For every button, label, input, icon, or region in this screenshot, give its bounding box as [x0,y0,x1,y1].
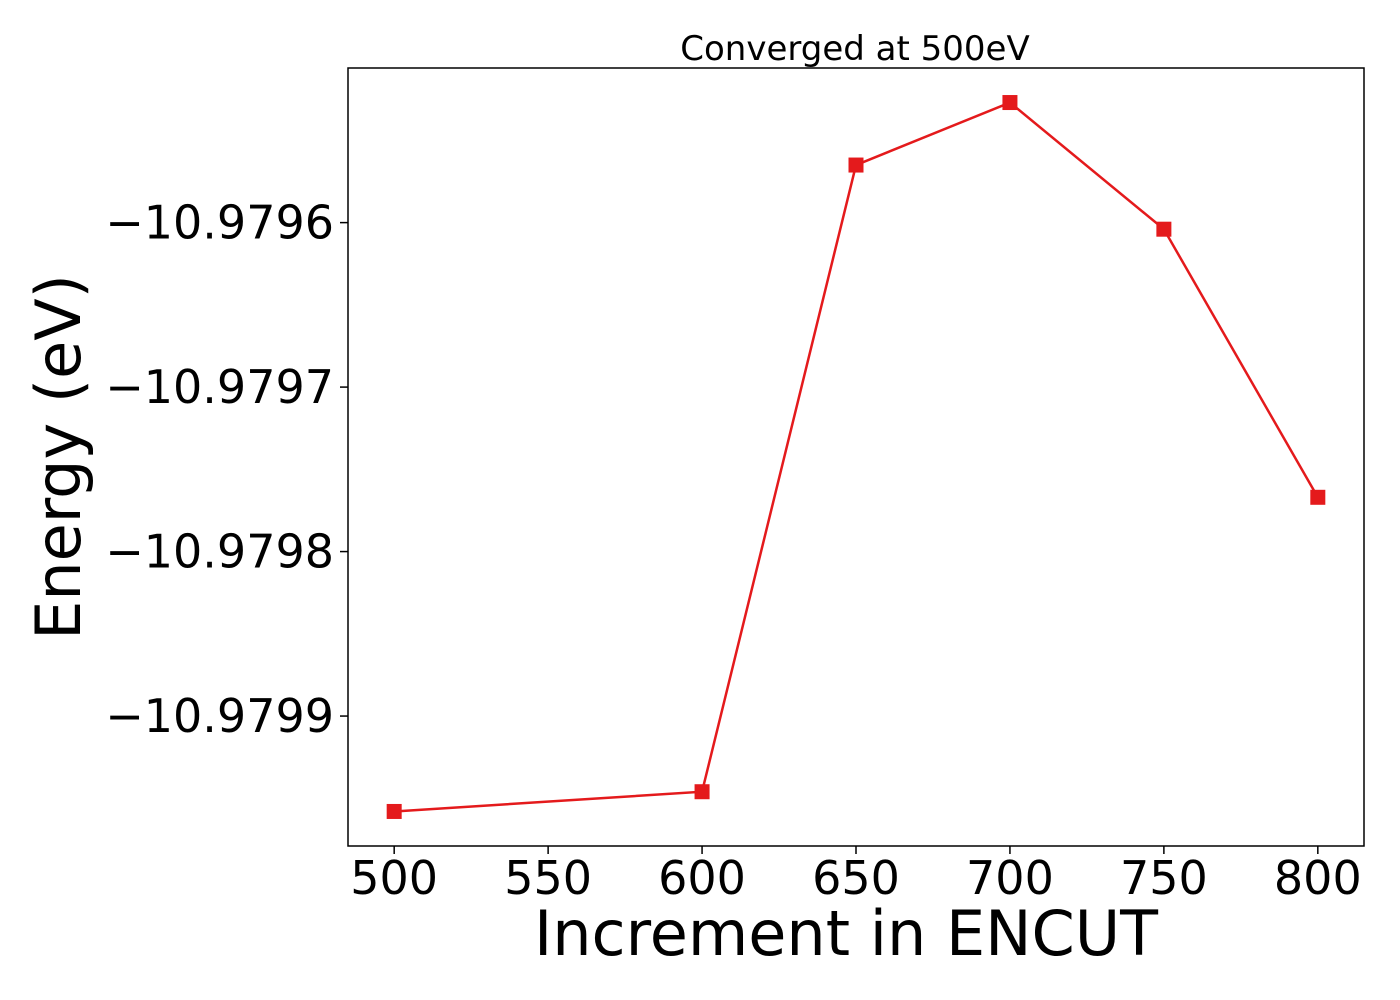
y-axis-label: Energy (eV) [22,274,95,640]
data-point-marker [386,803,402,819]
data-point-marker [1156,221,1172,237]
x-axis: 500 550 600 650 700 750 800 [350,846,1362,905]
y-tick-label: −10.9796 [105,196,334,250]
x-tick-label: 750 [1120,851,1208,905]
data-series [386,95,1326,819]
y-axis: −10.9799 −10.9798 −10.9797 −10.9796 [105,196,348,743]
x-tick-label: 650 [812,851,900,905]
data-point-marker [1310,489,1326,505]
data-point-marker [848,157,864,173]
plot-area-frame [347,67,1365,847]
x-tick-label: 600 [658,851,746,905]
x-tick-label: 700 [966,851,1054,905]
data-point-marker [1002,95,1018,111]
x-axis-label: Increment in ENCUT [534,897,1159,970]
x-tick-label: 800 [1274,851,1362,905]
x-tick-label: 550 [504,851,592,905]
y-tick-label: −10.9798 [105,525,334,579]
y-tick-label: −10.9797 [105,360,334,414]
data-point-marker [694,784,710,800]
y-tick-label: −10.9799 [105,689,334,743]
x-tick-label: 500 [350,851,438,905]
series-line [394,101,1319,813]
chart-title: Converged at 500eV [680,29,1029,69]
